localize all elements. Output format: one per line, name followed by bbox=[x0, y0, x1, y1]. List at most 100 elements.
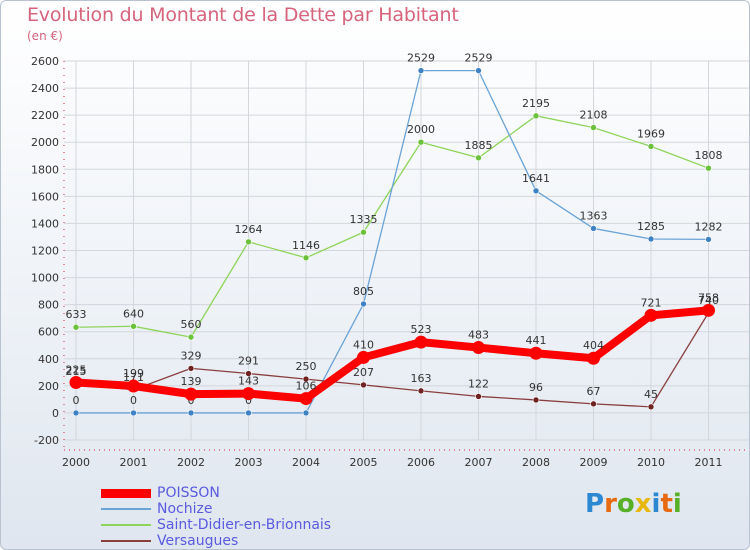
data-point-versaugues bbox=[360, 381, 367, 389]
x-tick-label: 2008 bbox=[522, 456, 550, 469]
x-tick-label: 2011 bbox=[695, 456, 723, 469]
data-label-poisson: 404 bbox=[583, 339, 604, 352]
x-tick-label: 2001 bbox=[120, 456, 148, 469]
legend-swatch bbox=[101, 508, 151, 510]
y-tick-label: 1600 bbox=[31, 190, 59, 203]
y-tick-label: 2400 bbox=[31, 82, 59, 95]
data-point-saint-didier-en-brionnais bbox=[647, 143, 655, 150]
data-point-saint-didier-en-brionnais bbox=[360, 228, 367, 236]
data-label-versaugues: 45 bbox=[644, 388, 658, 401]
data-label-saint-didier-en-brionnais: 1969 bbox=[637, 127, 665, 140]
x-tick-label: 2004 bbox=[292, 456, 320, 469]
data-point-nochize bbox=[72, 409, 80, 417]
logo-letter: t bbox=[660, 489, 673, 519]
data-point-versaugues bbox=[245, 370, 252, 377]
data-label-saint-didier-en-brionnais: 633 bbox=[66, 308, 87, 321]
x-tick-label: 2006 bbox=[407, 456, 435, 469]
data-point-nochize bbox=[590, 225, 597, 232]
x-tick-label: 2003 bbox=[235, 456, 263, 469]
legend-label: POISSON bbox=[157, 485, 220, 501]
data-point-poisson bbox=[184, 387, 198, 401]
y-tick-label: 1800 bbox=[31, 163, 59, 176]
data-label-poisson: 143 bbox=[238, 375, 259, 388]
y-tick-label: 1400 bbox=[31, 217, 59, 230]
x-tick-label: 2000 bbox=[62, 456, 90, 469]
data-point-saint-didier-en-brionnais bbox=[130, 322, 137, 330]
data-point-poisson bbox=[69, 375, 83, 389]
data-point-versaugues bbox=[532, 396, 540, 404]
data-point-saint-didier-en-brionnais bbox=[532, 112, 540, 120]
data-label-versaugues: 215 bbox=[66, 365, 87, 378]
data-point-versaugues bbox=[475, 393, 482, 400]
y-tick-label: 0 bbox=[52, 407, 59, 420]
data-label-saint-didier-en-brionnais: 1146 bbox=[292, 239, 320, 252]
logo-letter: o bbox=[616, 489, 635, 519]
data-label-saint-didier-en-brionnais: 560 bbox=[181, 318, 202, 331]
series-line-nochize bbox=[75, 69, 710, 414]
data-point-poisson bbox=[357, 350, 370, 364]
data-point-nochize bbox=[532, 187, 540, 195]
data-point-nochize bbox=[417, 67, 425, 74]
data-point-versaugues bbox=[647, 403, 655, 411]
data-label-versaugues: 171 bbox=[123, 371, 144, 384]
x-tick-label: 2002 bbox=[177, 456, 205, 469]
data-label-poisson: 225 bbox=[66, 363, 87, 376]
data-point-saint-didier-en-brionnais bbox=[417, 138, 425, 146]
y-tick-label: 600 bbox=[38, 326, 59, 339]
y-tick-label: 1200 bbox=[31, 245, 59, 258]
data-label-nochize: 1641 bbox=[522, 172, 550, 185]
data-label-versaugues: 207 bbox=[353, 366, 374, 379]
data-label-poisson: 199 bbox=[123, 367, 144, 380]
data-point-poisson bbox=[414, 335, 428, 349]
data-label-nochize: 1282 bbox=[695, 220, 723, 233]
data-point-nochize bbox=[475, 67, 482, 74]
logo-letter: i bbox=[651, 489, 661, 519]
x-tick-label: 2010 bbox=[637, 456, 665, 469]
x-tick-label: 2005 bbox=[350, 456, 378, 469]
data-label-poisson: 523 bbox=[411, 323, 432, 336]
logo-letter: P bbox=[585, 489, 605, 519]
data-point-poisson bbox=[299, 392, 313, 406]
data-point-saint-didier-en-brionnais bbox=[590, 124, 597, 131]
x-tick-label: 2009 bbox=[580, 456, 608, 469]
data-point-poisson bbox=[587, 351, 600, 365]
data-point-saint-didier-en-brionnais bbox=[187, 333, 195, 341]
data-point-versaugues bbox=[187, 365, 195, 372]
data-label-versaugues: 740 bbox=[698, 294, 719, 307]
data-label-versaugues: 122 bbox=[468, 377, 489, 390]
data-label-saint-didier-en-brionnais: 2108 bbox=[580, 109, 608, 122]
data-label-poisson: 441 bbox=[526, 334, 547, 347]
data-point-poisson bbox=[702, 303, 715, 317]
chart-title: Evolution du Montant de la Dette par Hab… bbox=[27, 4, 459, 26]
y-tick-label: 2200 bbox=[31, 109, 59, 122]
data-label-poisson: 410 bbox=[353, 338, 374, 351]
y-tick-label: -200 bbox=[34, 434, 59, 447]
data-point-saint-didier-en-brionnais bbox=[72, 323, 80, 331]
proxiti-logo: Proxiti bbox=[585, 489, 682, 519]
data-point-nochize bbox=[130, 409, 137, 417]
data-label-poisson: 106 bbox=[296, 380, 317, 393]
y-tick-label: 200 bbox=[38, 380, 59, 393]
data-label-poisson: 139 bbox=[181, 375, 202, 388]
legend-label: Saint-Didier-en-Brionnais bbox=[157, 517, 332, 533]
data-label-versaugues: 96 bbox=[529, 381, 543, 394]
x-tick-label: 2007 bbox=[465, 456, 493, 469]
y-tick-label: 400 bbox=[38, 353, 59, 366]
y-tick-label: 2000 bbox=[31, 136, 59, 149]
data-point-saint-didier-en-brionnais bbox=[302, 254, 310, 262]
data-label-saint-didier-en-brionnais: 1885 bbox=[465, 139, 493, 152]
data-point-nochize bbox=[647, 235, 655, 243]
legend-label: Nochize bbox=[157, 501, 213, 517]
y-tick-label: 2600 bbox=[31, 55, 59, 68]
data-point-saint-didier-en-brionnais bbox=[245, 238, 252, 246]
legend-label: Versaugues bbox=[157, 533, 239, 549]
legend-swatch bbox=[101, 488, 151, 498]
data-label-nochize: 2529 bbox=[407, 52, 435, 65]
data-point-versaugues bbox=[302, 375, 310, 383]
data-label-poisson: 483 bbox=[468, 329, 489, 342]
data-point-poisson bbox=[242, 387, 255, 401]
data-point-poisson bbox=[529, 346, 543, 360]
y-tick-label: 800 bbox=[38, 299, 59, 312]
